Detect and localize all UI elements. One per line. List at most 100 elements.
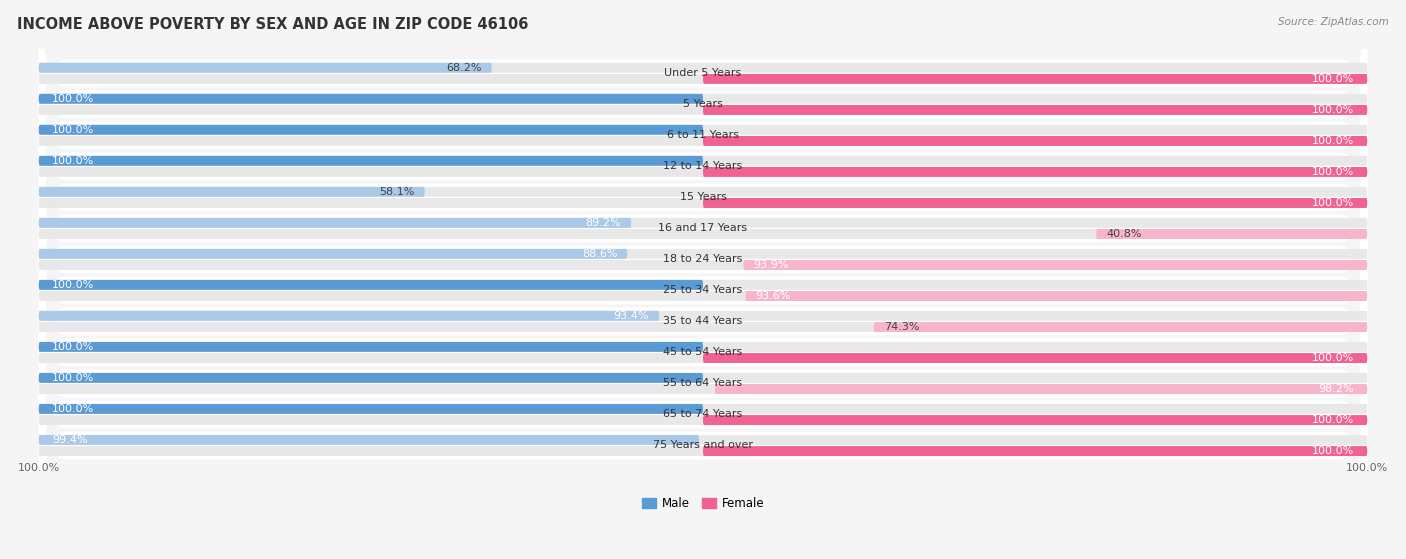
FancyBboxPatch shape <box>39 243 1367 462</box>
FancyBboxPatch shape <box>39 218 1367 228</box>
FancyBboxPatch shape <box>39 136 1367 146</box>
Text: 100.0%: 100.0% <box>1312 415 1354 425</box>
FancyBboxPatch shape <box>39 119 1367 339</box>
Text: 100.0%: 100.0% <box>1312 167 1354 177</box>
FancyBboxPatch shape <box>39 94 703 104</box>
Text: 100.0%: 100.0% <box>52 156 94 166</box>
Text: 100.0%: 100.0% <box>52 404 94 414</box>
FancyBboxPatch shape <box>39 181 1367 401</box>
Text: 75 Years and over: 75 Years and over <box>652 440 754 451</box>
FancyBboxPatch shape <box>39 415 1367 425</box>
Text: 55 to 64 Years: 55 to 64 Years <box>664 378 742 389</box>
Text: 65 to 74 Years: 65 to 74 Years <box>664 410 742 419</box>
FancyBboxPatch shape <box>39 404 1367 414</box>
Text: 16 and 17 Years: 16 and 17 Years <box>658 224 748 234</box>
FancyBboxPatch shape <box>703 415 1367 425</box>
FancyBboxPatch shape <box>703 167 1367 177</box>
FancyBboxPatch shape <box>39 311 659 321</box>
FancyBboxPatch shape <box>39 322 1367 332</box>
FancyBboxPatch shape <box>39 125 703 135</box>
Text: 100.0%: 100.0% <box>1312 136 1354 146</box>
FancyBboxPatch shape <box>39 273 1367 494</box>
FancyBboxPatch shape <box>39 353 1367 363</box>
Text: 89.2%: 89.2% <box>586 218 621 228</box>
Text: INCOME ABOVE POVERTY BY SEX AND AGE IN ZIP CODE 46106: INCOME ABOVE POVERTY BY SEX AND AGE IN Z… <box>17 17 529 32</box>
FancyBboxPatch shape <box>703 74 1367 84</box>
FancyBboxPatch shape <box>39 63 1367 73</box>
Text: 100.0%: 100.0% <box>1312 74 1354 84</box>
FancyBboxPatch shape <box>39 63 492 73</box>
FancyBboxPatch shape <box>39 384 1367 394</box>
Text: 93.9%: 93.9% <box>754 260 789 270</box>
Text: 100.0%: 100.0% <box>52 342 94 352</box>
FancyBboxPatch shape <box>39 198 1367 208</box>
FancyBboxPatch shape <box>703 353 1367 363</box>
FancyBboxPatch shape <box>39 342 703 352</box>
FancyBboxPatch shape <box>39 280 1367 290</box>
Text: 74.3%: 74.3% <box>884 322 920 332</box>
FancyBboxPatch shape <box>745 291 1367 301</box>
FancyBboxPatch shape <box>39 404 703 414</box>
FancyBboxPatch shape <box>39 0 1367 215</box>
FancyBboxPatch shape <box>39 187 1367 197</box>
Legend: Male, Female: Male, Female <box>637 492 769 515</box>
FancyBboxPatch shape <box>39 260 1367 270</box>
Text: Source: ZipAtlas.com: Source: ZipAtlas.com <box>1278 17 1389 27</box>
Text: 99.4%: 99.4% <box>52 435 87 445</box>
FancyBboxPatch shape <box>39 280 703 290</box>
FancyBboxPatch shape <box>703 446 1367 456</box>
Text: 100.0%: 100.0% <box>52 125 94 135</box>
FancyBboxPatch shape <box>39 373 1367 383</box>
Text: 100.0%: 100.0% <box>1312 446 1354 456</box>
Text: 98.2%: 98.2% <box>1319 384 1354 394</box>
FancyBboxPatch shape <box>39 335 1367 556</box>
Text: 5 Years: 5 Years <box>683 100 723 110</box>
FancyBboxPatch shape <box>716 384 1367 394</box>
FancyBboxPatch shape <box>39 156 1367 166</box>
FancyBboxPatch shape <box>39 342 1367 352</box>
Text: 15 Years: 15 Years <box>679 192 727 202</box>
FancyBboxPatch shape <box>1097 229 1367 239</box>
FancyBboxPatch shape <box>39 167 1367 177</box>
FancyBboxPatch shape <box>39 218 631 228</box>
FancyBboxPatch shape <box>39 74 1367 84</box>
FancyBboxPatch shape <box>39 249 1367 259</box>
Text: 18 to 24 Years: 18 to 24 Years <box>664 254 742 264</box>
FancyBboxPatch shape <box>39 87 1367 307</box>
Text: 100.0%: 100.0% <box>1312 198 1354 208</box>
Text: 93.6%: 93.6% <box>755 291 790 301</box>
FancyBboxPatch shape <box>39 446 1367 456</box>
Text: 25 to 34 Years: 25 to 34 Years <box>664 286 742 296</box>
Text: 68.2%: 68.2% <box>446 63 482 73</box>
FancyBboxPatch shape <box>39 211 1367 432</box>
FancyBboxPatch shape <box>39 435 699 445</box>
FancyBboxPatch shape <box>39 249 627 259</box>
Text: 100.0%: 100.0% <box>18 463 60 473</box>
Text: 100.0%: 100.0% <box>52 373 94 383</box>
Text: 100.0%: 100.0% <box>52 280 94 290</box>
FancyBboxPatch shape <box>39 305 1367 524</box>
FancyBboxPatch shape <box>39 105 1367 115</box>
Text: 88.6%: 88.6% <box>582 249 617 259</box>
FancyBboxPatch shape <box>703 136 1367 146</box>
Text: 100.0%: 100.0% <box>1312 353 1354 363</box>
Text: 35 to 44 Years: 35 to 44 Years <box>664 316 742 326</box>
Text: 100.0%: 100.0% <box>1346 463 1388 473</box>
Text: 93.4%: 93.4% <box>613 311 650 321</box>
FancyBboxPatch shape <box>703 105 1367 115</box>
FancyBboxPatch shape <box>39 94 1367 104</box>
Text: 45 to 54 Years: 45 to 54 Years <box>664 348 742 357</box>
FancyBboxPatch shape <box>39 435 1367 445</box>
FancyBboxPatch shape <box>39 56 1367 277</box>
FancyBboxPatch shape <box>39 229 1367 239</box>
FancyBboxPatch shape <box>744 260 1367 270</box>
FancyBboxPatch shape <box>39 0 1367 183</box>
FancyBboxPatch shape <box>39 149 1367 369</box>
FancyBboxPatch shape <box>39 156 703 166</box>
FancyBboxPatch shape <box>39 373 703 383</box>
FancyBboxPatch shape <box>703 198 1367 208</box>
FancyBboxPatch shape <box>39 311 1367 321</box>
FancyBboxPatch shape <box>39 125 1367 135</box>
FancyBboxPatch shape <box>39 187 425 197</box>
FancyBboxPatch shape <box>39 291 1367 301</box>
